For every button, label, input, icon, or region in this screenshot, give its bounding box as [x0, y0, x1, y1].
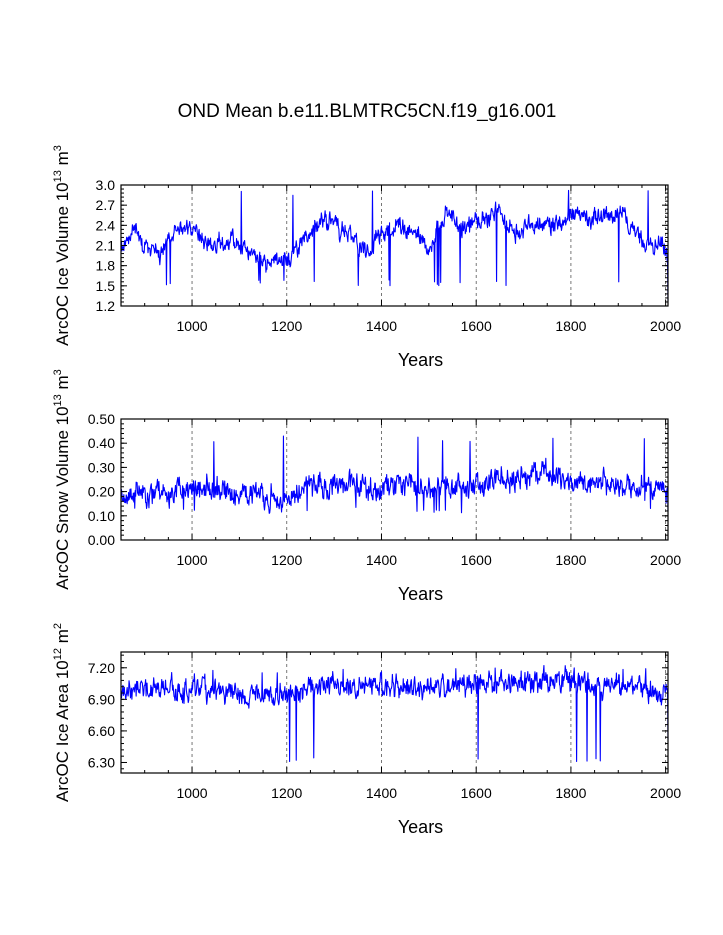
y-tick-label: 1.2 — [96, 298, 116, 314]
y-tick-label: 1.5 — [96, 278, 116, 294]
x-tick-label-2000: 2000 — [650, 318, 681, 334]
x-tick-label-1200: 1200 — [271, 318, 302, 334]
y-tick-label: 0.20 — [88, 484, 115, 500]
panel-ice-area: 1000 1200 1400 1600 1800 2000 6.30 6.60 6.90 7.20… — [52, 623, 681, 837]
x-tick-label-2000: 2000 — [650, 552, 681, 568]
plot-frame — [120, 184, 669, 307]
y-axis-title: ArcOC Ice Area 1012 m2 — [52, 623, 72, 802]
x-tick-label-1400: 1400 — [366, 318, 397, 334]
y-tick-label: 3.0 — [96, 177, 116, 193]
y-axis-title: ArcOC Snow Volume 1013 m3 — [52, 369, 72, 590]
series-line-ice-area — [120, 664, 669, 763]
y-tick-label: 0.10 — [88, 508, 115, 524]
y-tick-label: 6.60 — [88, 723, 115, 739]
y-tick-label: 2.1 — [96, 238, 116, 254]
series-line-ice-volume — [120, 189, 669, 301]
panels: 1000 1200 1400 1600 1800 2000 1.2 1.5 1.8 2.1 2.4 2… — [52, 145, 681, 837]
x-tick-label-1600: 1600 — [461, 318, 492, 334]
y-tick-label: 0.40 — [88, 435, 115, 451]
panel-ice-volume: 1000 1200 1400 1600 1800 2000 1.2 1.5 1.8 2.1 2.4 2… — [52, 145, 681, 370]
y-axis-title: ArcOC Ice Volume 1013 m3 — [52, 145, 72, 346]
y-tick-label: 0.30 — [88, 459, 115, 475]
x-tick-label-1800: 1800 — [555, 552, 586, 568]
x-axis-title: Years — [398, 817, 443, 837]
x-axis-title: Years — [398, 584, 443, 604]
x-tick-label-2000: 2000 — [650, 785, 681, 801]
chart-title: OND Mean b.e11.BLMTRC5CN.f19_g16.001 — [178, 101, 557, 122]
x-tick-label-1800: 1800 — [555, 785, 586, 801]
y-tick-label: 0.00 — [88, 532, 115, 548]
x-tick-label-1000: 1000 — [176, 318, 207, 334]
y-tick-label: 0.50 — [88, 411, 115, 427]
x-axis-title: Years — [398, 350, 443, 370]
x-tick-label-1400: 1400 — [366, 552, 397, 568]
x-tick-label-1200: 1200 — [271, 552, 302, 568]
plot-frame — [120, 418, 669, 541]
y-tick-label: 1.8 — [96, 258, 116, 274]
x-tick-label-1000: 1000 — [176, 552, 207, 568]
y-tick-label: 7.20 — [88, 660, 115, 676]
x-tick-label-1600: 1600 — [461, 785, 492, 801]
panel-snow-volume: 1000 1200 1400 1600 1800 2000 0.00 0.10 0.20 0.30… — [52, 369, 681, 604]
plot-frame — [120, 651, 669, 774]
y-tick-label: 6.90 — [88, 691, 115, 707]
x-tick-label-1200: 1200 — [271, 785, 302, 801]
x-tick-label-1600: 1600 — [461, 552, 492, 568]
y-tick-label: 2.7 — [96, 197, 116, 213]
x-tick-label-1000: 1000 — [176, 785, 207, 801]
x-tick-label-1800: 1800 — [555, 318, 586, 334]
y-tick-label: 6.30 — [88, 754, 115, 770]
y-tick-label: 2.4 — [96, 217, 116, 233]
series-line-snow-volume — [120, 435, 669, 514]
x-tick-label-1400: 1400 — [366, 785, 397, 801]
